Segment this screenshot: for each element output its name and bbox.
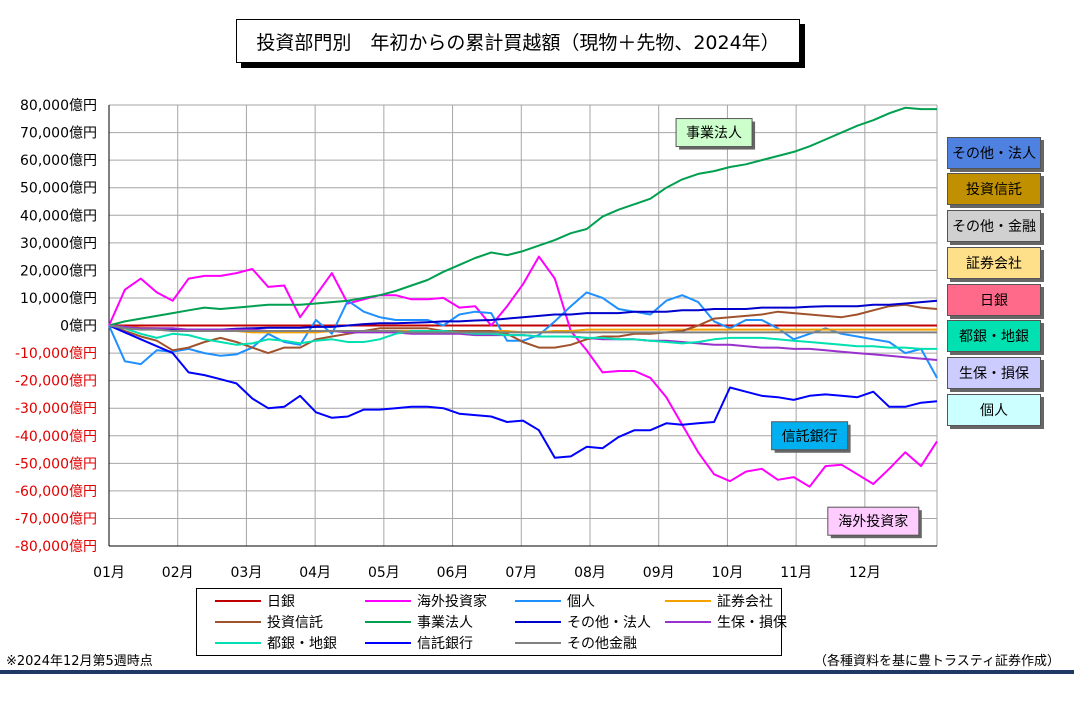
legend-item: 事業法人 xyxy=(365,612,473,632)
legend-label: 海外投資家 xyxy=(417,594,487,610)
legend-swatch xyxy=(665,600,711,602)
legend-item: 生保・損保 xyxy=(665,612,787,632)
side-label-7: 個人 xyxy=(947,394,1041,426)
y-tick-label: 20,000億円 xyxy=(20,263,97,279)
y-tick-label: -20,000億円 xyxy=(15,374,97,390)
side-label-1: 投資信託 xyxy=(947,173,1041,205)
legend-item: その他・法人 xyxy=(515,612,651,632)
y-tick-label: -10,000億円 xyxy=(15,346,97,362)
x-tick-label: 11月 xyxy=(780,565,812,581)
legend-label: 証券会社 xyxy=(717,594,773,610)
annotation-label-0: 事業法人 xyxy=(686,126,742,142)
x-tick-label: 10月 xyxy=(712,565,744,581)
legend-swatch xyxy=(215,642,261,644)
side-label-0: その他・法人 xyxy=(947,137,1041,169)
side-label-2: その他・金融 xyxy=(947,210,1041,242)
annotation-label-2: 海外投資家 xyxy=(838,513,908,530)
x-tick-label: 07月 xyxy=(505,565,537,581)
legend-label: 都銀・地銀 xyxy=(267,636,337,652)
bottom-divider xyxy=(0,670,1074,674)
side-label-3: 証券会社 xyxy=(947,247,1041,279)
y-tick-label: 0億円 xyxy=(60,319,97,335)
legend-item: 信託銀行 xyxy=(365,633,473,653)
legend-label: 日銀 xyxy=(267,594,295,610)
series-line-9 xyxy=(108,324,938,459)
series-line-10 xyxy=(108,324,937,334)
y-tick-label: -70,000億円 xyxy=(15,511,97,527)
series-line-8 xyxy=(108,324,937,350)
legend-label: 生保・損保 xyxy=(717,615,787,631)
x-tick-label: 08月 xyxy=(574,565,606,581)
y-tick-label: 40,000億円 xyxy=(20,208,97,224)
x-tick-label: 01月 xyxy=(93,565,125,581)
y-tick-label: 50,000億円 xyxy=(20,181,97,197)
legend-swatch xyxy=(365,621,411,623)
y-tick-label: -40,000億円 xyxy=(15,429,97,445)
y-tick-label: 70,000億円 xyxy=(20,126,97,142)
source-note: （各種資料を基に豊トラスティ証券作成） xyxy=(814,654,1060,669)
side-label-4: 日銀 xyxy=(947,284,1041,316)
annotation-label-1: 信託銀行 xyxy=(782,429,838,445)
legend-swatch xyxy=(365,600,411,602)
legend-swatch xyxy=(515,642,561,644)
x-tick-label: 05月 xyxy=(368,565,400,581)
y-tick-label: -80,000億円 xyxy=(15,539,97,555)
x-tick-label: 03月 xyxy=(231,565,263,581)
legend: 日銀 海外投資家 個人 証券会社投資信託 事業法人 その他・法人 生保・損保都銀・地銀 信託銀… xyxy=(196,588,787,656)
y-tick-label: 80,000億円 xyxy=(20,98,97,114)
y-tick-label: 10,000億円 xyxy=(20,291,97,307)
legend-swatch xyxy=(215,600,261,602)
legend-item: 証券会社 xyxy=(665,591,773,611)
y-tick-label: -30,000億円 xyxy=(15,401,97,417)
y-tick-label: -60,000億円 xyxy=(15,484,97,500)
chart-title: 投資部門別 年初からの累計買越額（現物＋先物、2024年） xyxy=(236,19,800,63)
x-tick-label: 04月 xyxy=(299,565,331,581)
side-label-6: 生保・損保 xyxy=(947,357,1041,389)
side-label-5: 都銀・地銀 xyxy=(947,320,1041,352)
series-line-4 xyxy=(108,303,938,355)
y-tick-label: -50,000億円 xyxy=(15,456,97,472)
legend-item: 都銀・地銀 xyxy=(215,633,337,653)
legend-label: 個人 xyxy=(567,594,595,610)
x-tick-label: 12月 xyxy=(849,565,881,581)
legend-item: 海外投資家 xyxy=(365,591,487,611)
legend-swatch xyxy=(665,621,711,623)
annotation-box-2 xyxy=(827,506,920,536)
legend-item: 投資信託 xyxy=(215,612,323,632)
legend-swatch xyxy=(365,642,411,644)
series-line-2 xyxy=(108,291,938,379)
legend-label: 信託銀行 xyxy=(417,636,473,652)
annotation-box-1 xyxy=(771,421,849,451)
y-tick-label: 30,000億円 xyxy=(20,236,97,252)
x-tick-label: 09月 xyxy=(643,565,675,581)
legend-label: 投資信託 xyxy=(267,615,323,631)
legend-label: 事業法人 xyxy=(417,615,473,631)
legend-label: その他金融 xyxy=(567,636,637,652)
x-tick-label: 02月 xyxy=(162,565,194,581)
legend-item: 日銀 xyxy=(215,591,295,611)
legend-swatch xyxy=(215,621,261,623)
legend-swatch xyxy=(515,600,561,602)
y-tick-label: 60,000億円 xyxy=(20,153,97,169)
series-line-5 xyxy=(108,106,937,327)
legend-swatch xyxy=(515,621,561,623)
series-line-1 xyxy=(108,255,938,488)
timestamp-note: ※2024年12月第5週時点 xyxy=(6,654,153,669)
annotation-box-0 xyxy=(675,118,753,148)
legend-label: その他・法人 xyxy=(567,615,651,631)
series-line-6 xyxy=(108,299,938,331)
legend-item: 個人 xyxy=(515,591,595,611)
legend-item: その他金融 xyxy=(515,633,637,653)
x-tick-label: 06月 xyxy=(437,565,469,581)
